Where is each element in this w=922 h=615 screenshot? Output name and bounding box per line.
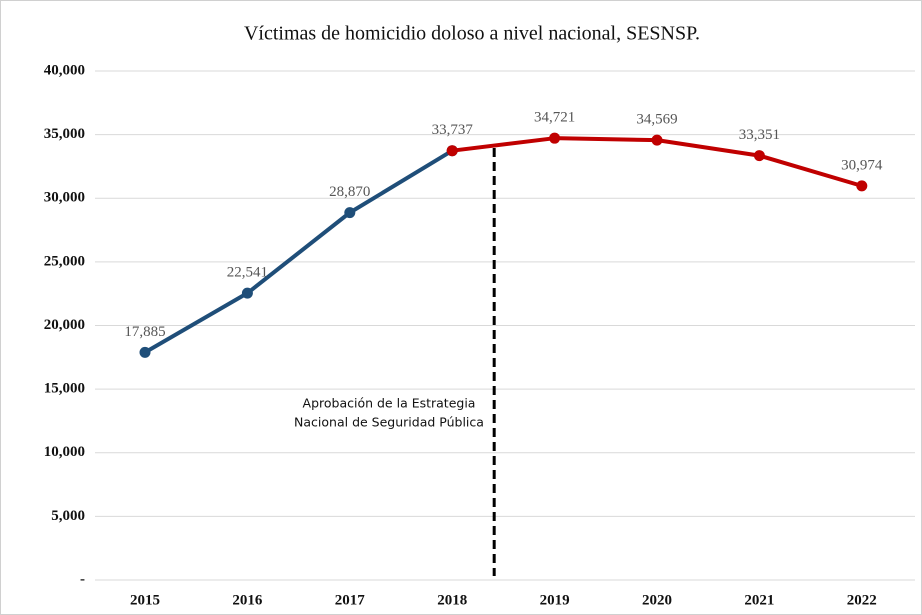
x-tick-label: 2015 bbox=[130, 592, 160, 608]
y-tick-label: 15,000 bbox=[44, 381, 85, 397]
data-label: 34,569 bbox=[636, 112, 677, 128]
data-point bbox=[241, 287, 253, 299]
x-tick-label: 2021 bbox=[744, 592, 774, 608]
y-tick-label: - bbox=[80, 571, 85, 587]
x-tick-label: 2020 bbox=[642, 592, 672, 608]
chart-title: Víctimas de homicidio doloso a nivel nac… bbox=[244, 23, 700, 45]
data-label: 30,974 bbox=[841, 157, 883, 173]
data-point bbox=[651, 134, 663, 146]
annotation-text: Aprobación de la Estrategia bbox=[303, 396, 476, 411]
data-label: 28,870 bbox=[329, 184, 370, 200]
y-tick-label: 35,000 bbox=[44, 126, 85, 142]
y-tick-label: 25,000 bbox=[44, 253, 85, 269]
data-label: 17,885 bbox=[124, 324, 165, 340]
y-tick-label: 5,000 bbox=[51, 508, 85, 524]
data-point bbox=[856, 180, 868, 192]
data-point bbox=[549, 132, 561, 144]
data-label: 22,541 bbox=[227, 265, 268, 281]
data-point bbox=[446, 145, 458, 157]
data-label: 34,721 bbox=[534, 110, 575, 126]
y-tick-label: 20,000 bbox=[44, 317, 85, 333]
x-tick-label: 2017 bbox=[335, 592, 366, 608]
y-tick-label: 30,000 bbox=[44, 190, 85, 206]
data-point bbox=[139, 346, 151, 358]
data-point bbox=[344, 207, 356, 219]
series-line bbox=[143, 148, 454, 355]
data-label: 33,351 bbox=[739, 127, 780, 143]
x-tick-label: 2019 bbox=[540, 592, 570, 608]
data-label: 33,737 bbox=[432, 122, 474, 138]
y-tick-label: 40,000 bbox=[44, 62, 85, 78]
data-point bbox=[753, 150, 765, 162]
x-tick-label: 2016 bbox=[232, 592, 263, 608]
y-tick-label: 10,000 bbox=[44, 444, 85, 460]
x-tick-label: 2018 bbox=[437, 592, 467, 608]
x-tick-label: 2022 bbox=[847, 592, 877, 608]
annotation-text: Nacional de Seguridad Pública bbox=[294, 415, 484, 430]
